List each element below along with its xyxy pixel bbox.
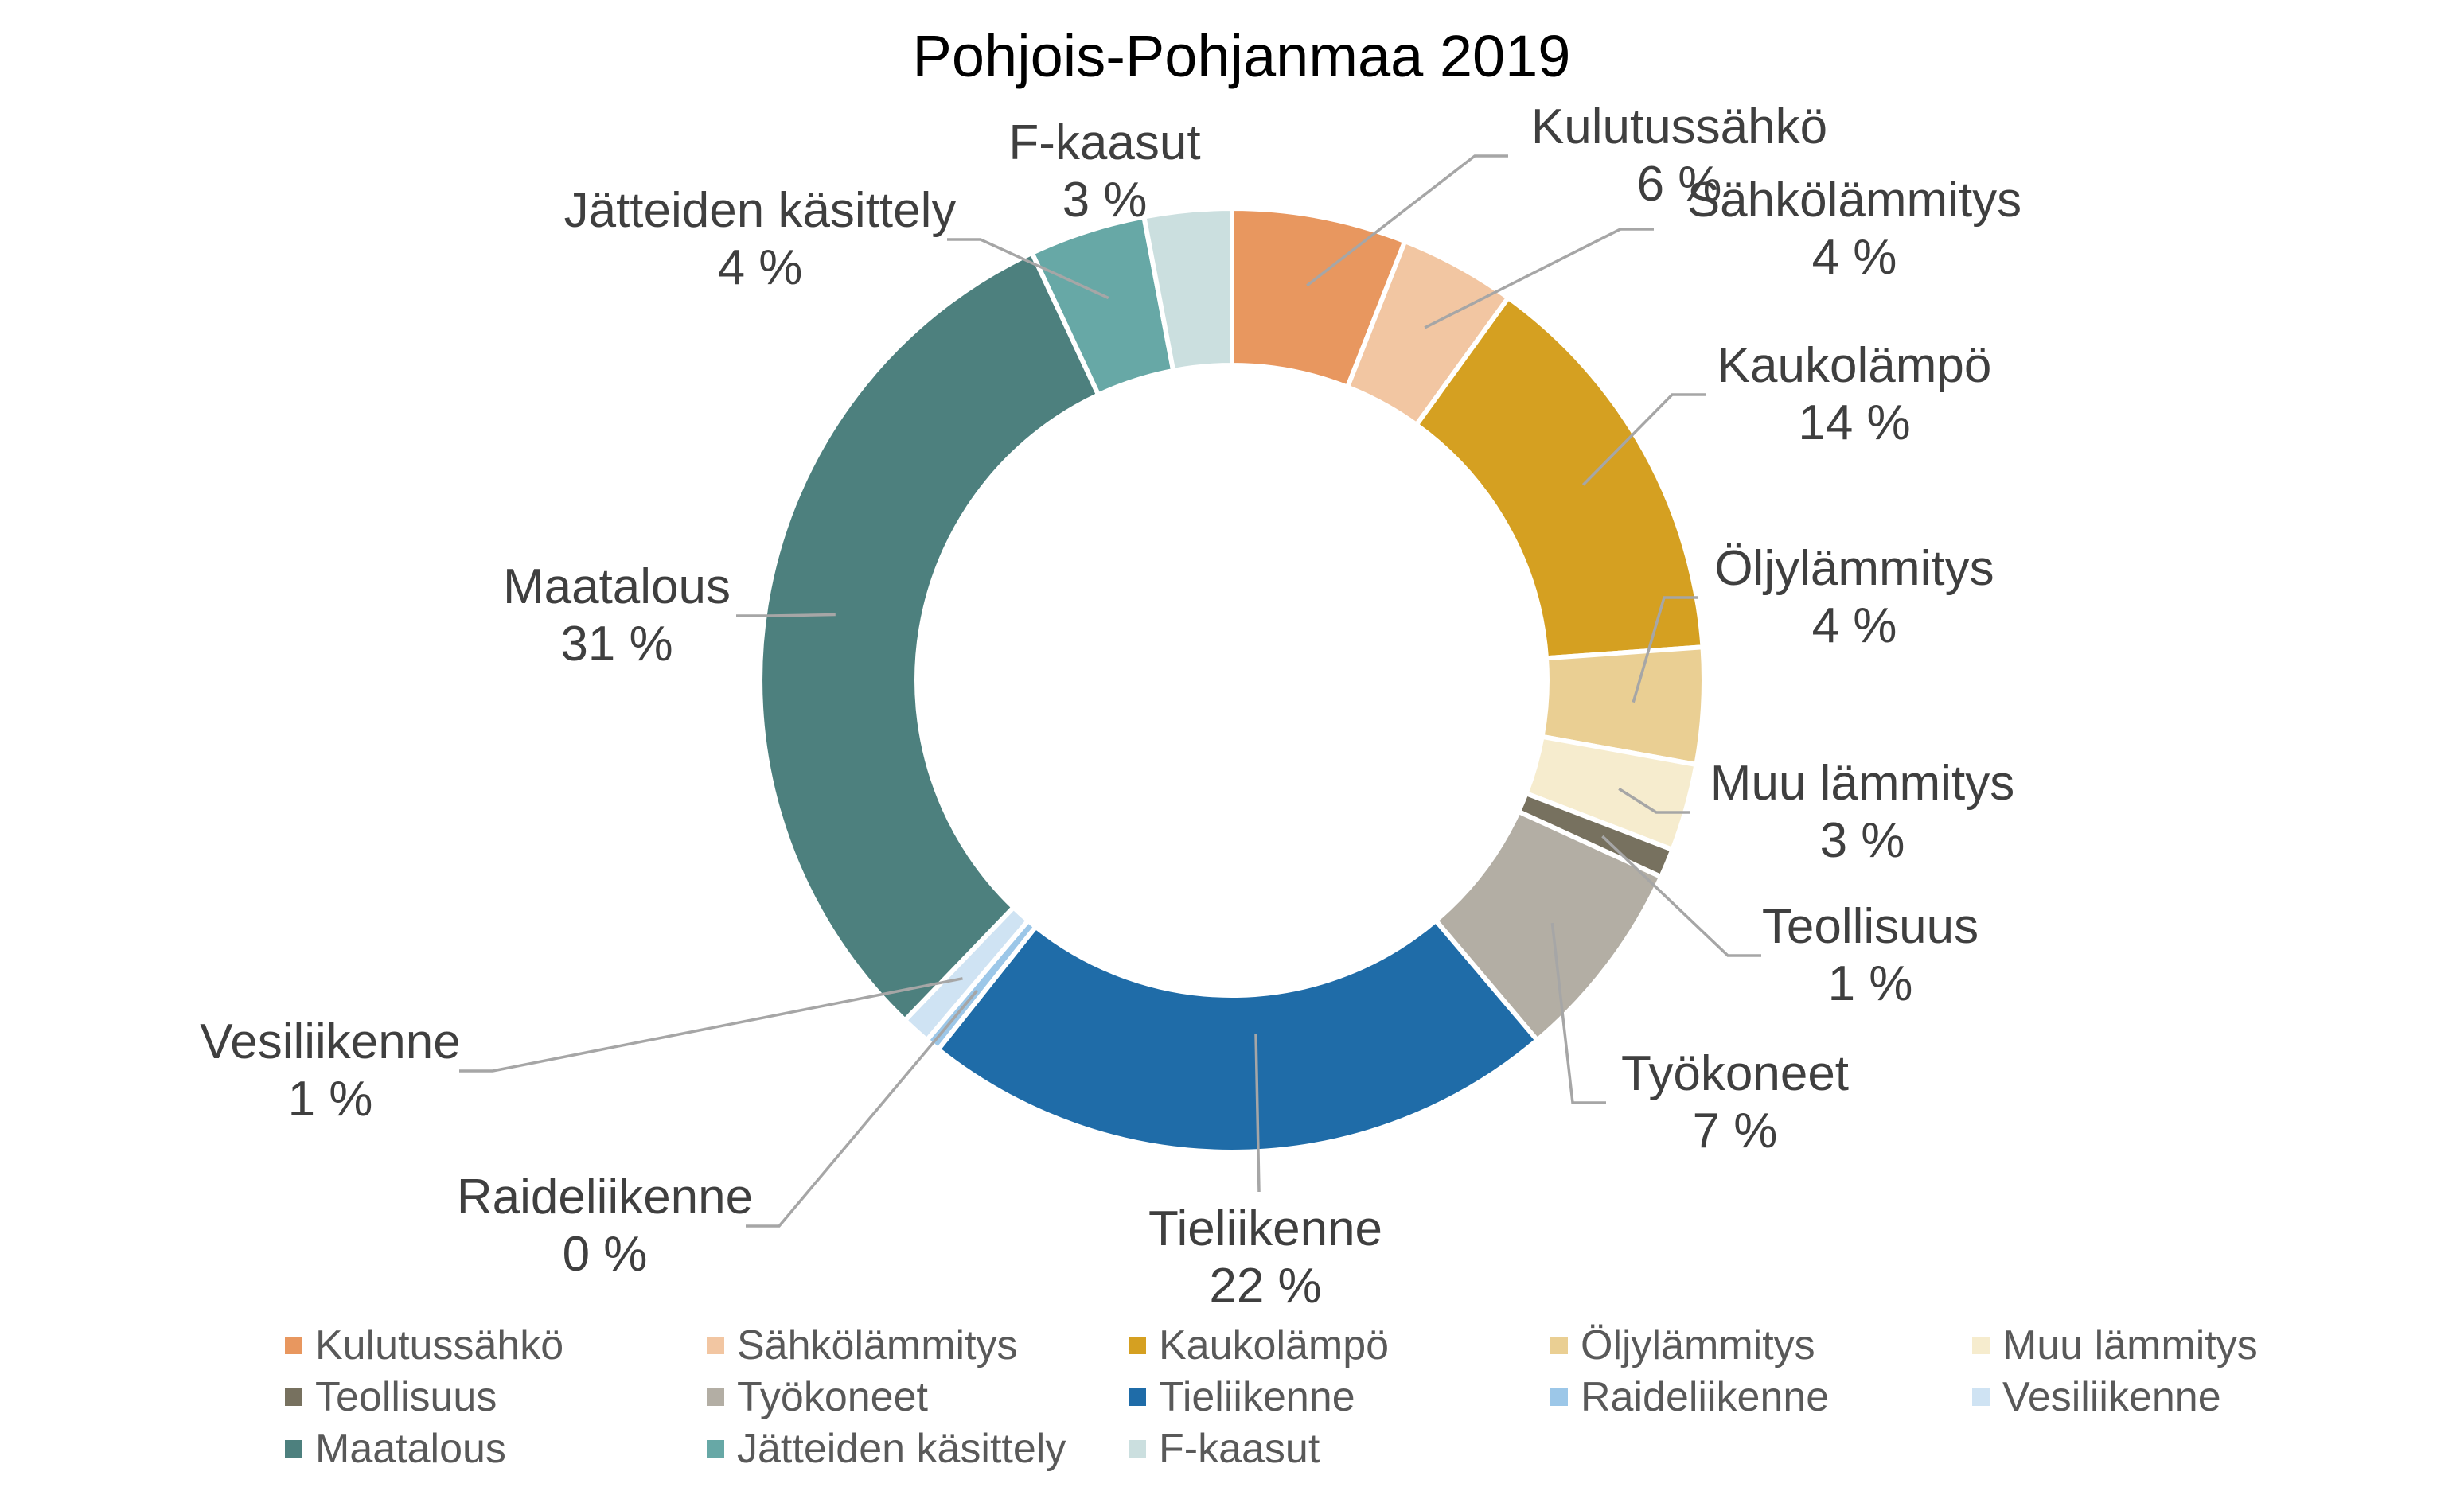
data-label-value: 7 %: [1692, 1104, 1778, 1158]
data-label-teollisuus: Teollisuus 1 %: [1762, 898, 1979, 1013]
legend-swatch-icon: [1129, 1388, 1146, 1406]
leader-line-sahkolammitys: [1424, 228, 1654, 329]
data-label-f-kaasut: F-kaasut 3 %: [1008, 115, 1200, 229]
leader-line-kaukolampo: [1581, 393, 1706, 486]
legend-swatch-icon: [1129, 1336, 1146, 1354]
data-label-name: Sähkölämmitys: [1686, 173, 2022, 228]
legend-label: Öljylämmitys: [1581, 1322, 1815, 1368]
data-label-vesiliikenne: Vesiliikenne 1 %: [200, 1014, 460, 1128]
legend-label: Vesiliikenne: [2002, 1373, 2221, 1420]
data-label-kulutussahko: Kulutussähkö 6 %: [1531, 99, 1827, 213]
legend-item-maatalous[interactable]: Maatalous: [285, 1423, 707, 1474]
leader-line-raideliikenne: [746, 990, 978, 1228]
data-label-name: Muu lämmitys: [1710, 756, 2015, 811]
legend-swatch-icon: [1972, 1388, 1990, 1406]
legend-swatch-icon: [285, 1439, 302, 1458]
data-label-value: 3 %: [1062, 173, 1148, 228]
legend-swatch-icon: [707, 1388, 724, 1406]
legend-item-raideliikenne[interactable]: Raideliikenne: [1550, 1371, 1972, 1423]
leader-line-jatteiden-kasittely: [947, 238, 1109, 300]
data-label-sahkolammitys: Sähkölämmitys 4 %: [1687, 172, 2021, 286]
legend-label: Jätteiden käsittely: [737, 1425, 1066, 1472]
legend-item-teollisuus[interactable]: Teollisuus: [285, 1371, 707, 1423]
legend-item-f-kaasut[interactable]: F-kaasut: [1129, 1423, 1550, 1474]
legend-label: Kaukolämpö: [1159, 1322, 1390, 1368]
leader-line-oljylammitys: [1632, 596, 1698, 703]
legend-label: Maatalous: [315, 1425, 506, 1472]
legend-item-tyokoneet[interactable]: Työkoneet: [707, 1371, 1129, 1423]
pie-slice-f-kaasut[interactable]: [1141, 206, 1234, 373]
leader-line-teollisuus: [1601, 835, 1761, 957]
leader-line-tieliikenne: [1254, 1034, 1261, 1193]
legend-swatch-icon: [707, 1336, 724, 1354]
legend-item-muu-lammitys[interactable]: Muu lämmitys: [1972, 1319, 2394, 1371]
leader-line-vesiliikenne: [459, 977, 963, 1073]
data-label-muu-lammitys: Muu lämmitys 3 %: [1710, 755, 2014, 870]
legend-swatch-icon: [1129, 1439, 1146, 1458]
data-label-name: F-kaasut: [1008, 115, 1201, 170]
data-label-name: Tieliikenne: [1148, 1201, 1383, 1256]
data-label-value: 22 %: [1209, 1259, 1322, 1314]
data-label-name: Öljylämmitys: [1714, 541, 1994, 596]
legend-label: Raideliikenne: [1581, 1373, 1830, 1420]
data-label-value: 14 %: [1798, 395, 1911, 450]
legend-item-kulutussahko[interactable]: Kulutussähkö: [285, 1319, 707, 1371]
data-label-tyokoneet: Työkoneet 7 %: [1621, 1045, 1849, 1160]
data-label-name: Kaukolämpö: [1717, 338, 1992, 393]
data-label-maatalous: Maatalous 31 %: [503, 559, 731, 673]
data-label-value: 1 %: [1827, 956, 1913, 1011]
legend-label: Teollisuus: [315, 1373, 497, 1420]
data-label-name: Maatalous: [502, 559, 731, 614]
data-label-name: Työkoneet: [1620, 1046, 1850, 1101]
data-label-value: 0 %: [562, 1227, 648, 1282]
legend-item-kaukolampo[interactable]: Kaukolämpö: [1129, 1319, 1550, 1371]
legend-label: Kulutussähkö: [315, 1322, 564, 1368]
leader-line-kulutussahko: [1306, 154, 1508, 287]
legend-item-tieliikenne[interactable]: Tieliikenne: [1129, 1371, 1550, 1423]
legend-item-sahkolammitys[interactable]: Sähkölämmitys: [707, 1319, 1129, 1371]
pie-slice-kaukolampo[interactable]: [1413, 295, 1706, 661]
legend-label: Työkoneet: [737, 1373, 928, 1420]
leader-line-maatalous: [736, 613, 836, 617]
data-label-value: 4 %: [717, 240, 803, 295]
chart-title: Pohjois-Pohjanmaa 2019: [912, 23, 1571, 89]
data-label-name: Jätteiden käsittely: [563, 183, 957, 238]
data-label-value: 1 %: [287, 1072, 373, 1127]
data-label-value: 4 %: [1811, 598, 1897, 653]
data-label-oljylammitys: Öljylämmitys 4 %: [1714, 540, 1994, 655]
legend-swatch-icon: [285, 1388, 302, 1406]
pie-slice-tieliikenne[interactable]: [935, 918, 1540, 1154]
legend-item-jatteiden-kasittely[interactable]: Jätteiden käsittely: [707, 1423, 1129, 1474]
data-label-tieliikenne: Tieliikenne 22 %: [1148, 1201, 1382, 1315]
legend-label: F-kaasut: [1159, 1425, 1320, 1472]
data-label-value: 6 %: [1636, 157, 1722, 212]
legend-label: Muu lämmitys: [2002, 1322, 2258, 1368]
legend-label: Sähkölämmitys: [737, 1322, 1018, 1368]
data-label-kaukolampo: Kaukolämpö 14 %: [1717, 337, 1992, 452]
leader-line-muu-lammitys: [1618, 787, 1690, 814]
pie-slice-maatalous[interactable]: [758, 250, 1101, 1023]
data-label-jatteiden-kasittely: Jätteiden käsittely 4 %: [564, 182, 957, 297]
data-label-value: 3 %: [1819, 813, 1905, 868]
data-label-name: Raideliikenne: [456, 1170, 754, 1224]
legend-swatch-icon: [285, 1336, 302, 1354]
legend-swatch-icon: [1550, 1336, 1568, 1354]
legend-item-vesiliikenne[interactable]: Vesiliikenne: [1972, 1371, 2394, 1423]
legend-swatch-icon: [1972, 1336, 1990, 1354]
data-label-raideliikenne: Raideliikenne 0 %: [457, 1169, 753, 1283]
legend-swatch-icon: [1550, 1388, 1568, 1406]
legend-item-oljylammitys[interactable]: Öljylämmitys: [1550, 1319, 1972, 1371]
data-label-value: 31 %: [560, 617, 673, 672]
data-label-value: 4 %: [1811, 230, 1897, 285]
legend-swatch-icon: [707, 1439, 724, 1458]
legend: Kulutussähkö Sähkölämmitys Kaukolämpö Öljyl…: [285, 1319, 2394, 1474]
data-label-name: Vesiliikenne: [200, 1014, 461, 1069]
data-label-name: Teollisuus: [1761, 899, 1979, 954]
leader-line-tyokoneet: [1550, 922, 1606, 1104]
data-label-name: Kulutussähkö: [1530, 99, 1828, 154]
legend-label: Tieliikenne: [1159, 1373, 1355, 1420]
